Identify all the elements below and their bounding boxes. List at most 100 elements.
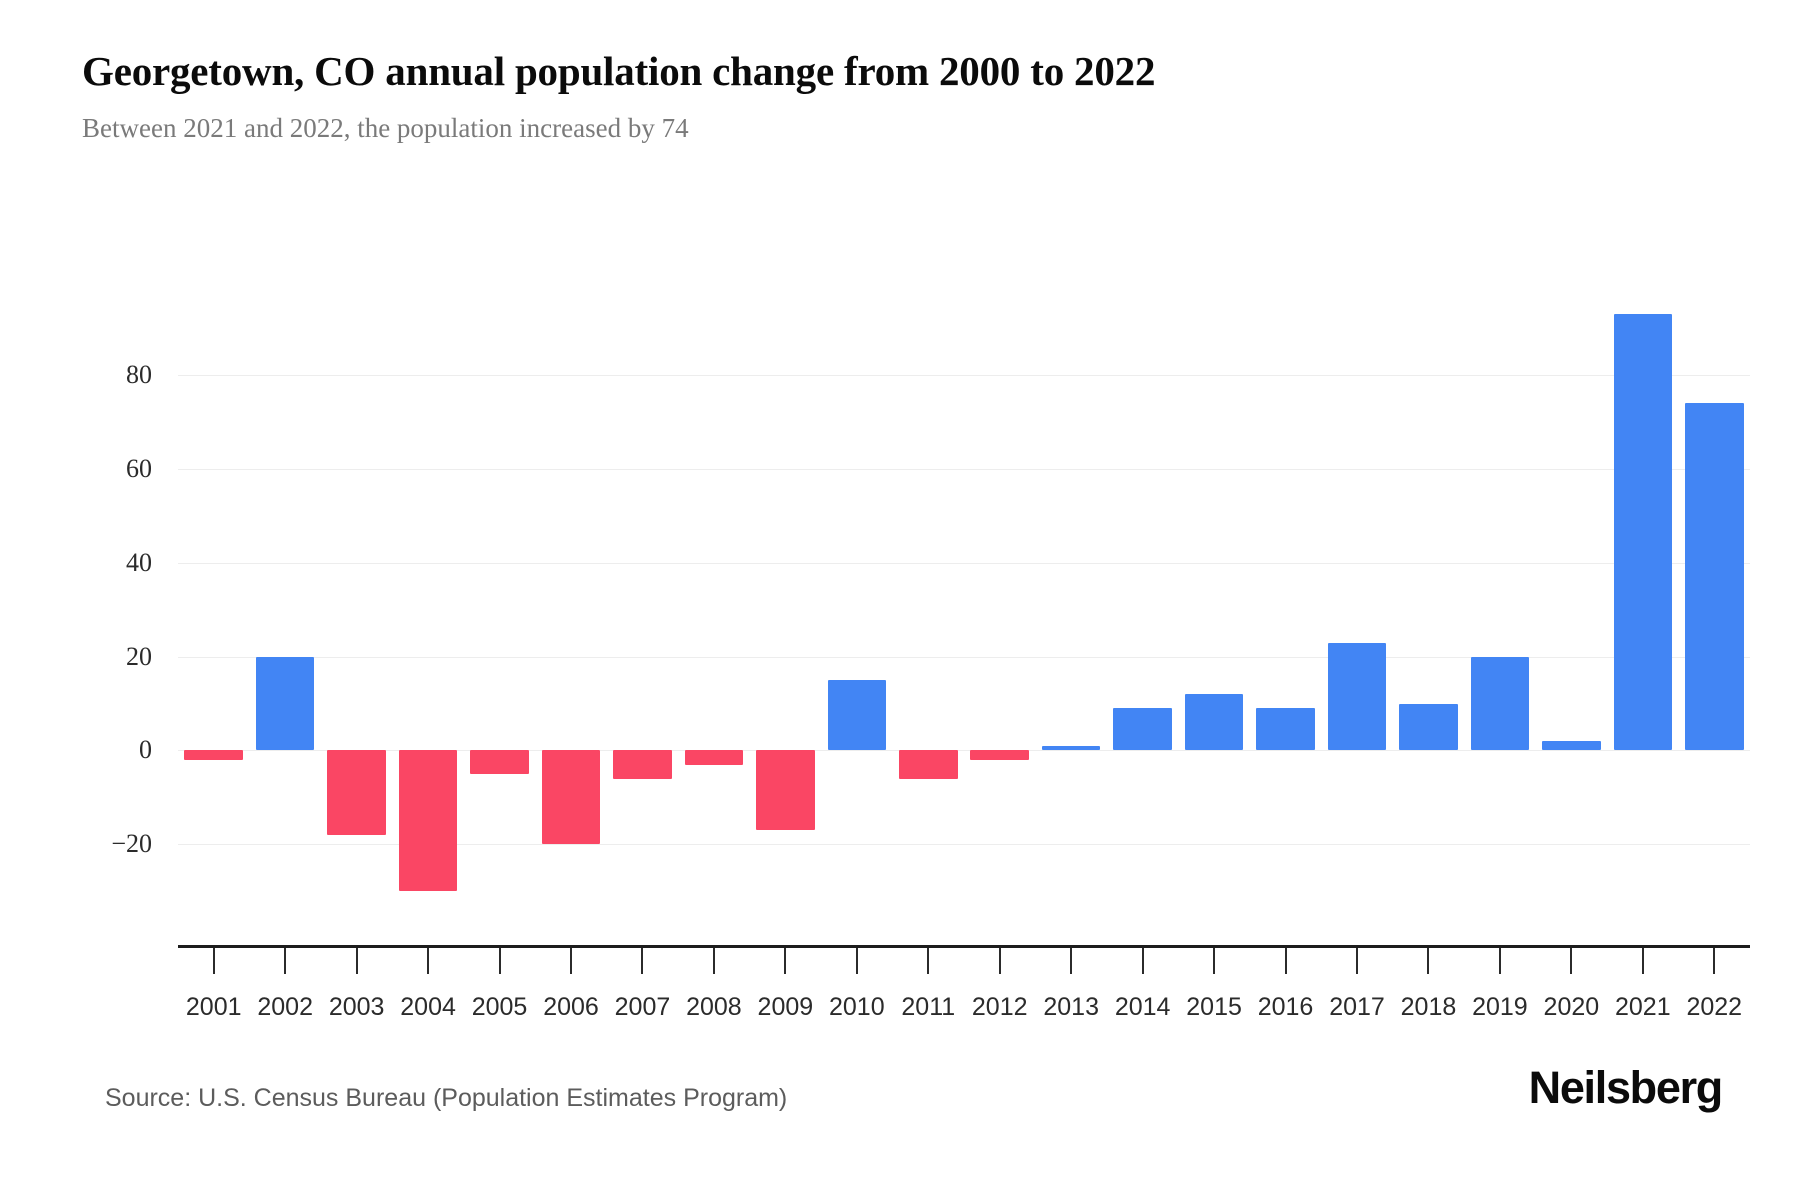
bar-group[interactable] — [1321, 300, 1392, 910]
x-axis-tick — [998, 948, 1001, 974]
bar-group[interactable] — [750, 300, 821, 910]
x-axis-tick-label: 2003 — [328, 993, 385, 1021]
gridline — [178, 844, 1750, 846]
bar[interactable] — [1256, 708, 1315, 751]
bar-group[interactable] — [821, 300, 892, 910]
x-axis-tick-label: 2004 — [400, 993, 456, 1021]
bar[interactable] — [1184, 694, 1244, 751]
gridline — [178, 656, 1750, 658]
x-axis-tick — [927, 948, 930, 974]
bar-group[interactable] — [893, 300, 964, 910]
x-axis-tick — [355, 948, 358, 974]
bar-group[interactable] — [1536, 300, 1607, 910]
bar[interactable] — [1470, 656, 1530, 751]
bar[interactable] — [684, 750, 744, 765]
bar-group[interactable] — [607, 300, 678, 910]
x-axis-line — [178, 945, 1750, 948]
x-axis-tick-label: 2014 — [1114, 993, 1171, 1021]
x-axis-tick — [1498, 948, 1501, 974]
bar[interactable] — [613, 750, 672, 779]
y-axis-tick-label: 0 — [139, 735, 152, 765]
bar-group[interactable] — [464, 300, 535, 910]
x-axis-tick — [784, 948, 787, 974]
page-title: Georgetown, CO annual population change … — [82, 48, 1156, 94]
bar-group[interactable] — [249, 300, 320, 910]
y-axis-tick-label: 60 — [126, 453, 152, 483]
bar[interactable] — [756, 750, 815, 831]
x-axis-tick-label: 2005 — [471, 993, 528, 1021]
bar-group[interactable] — [1107, 300, 1178, 910]
bar-group[interactable] — [1250, 300, 1321, 910]
x-axis-tick-label: 2010 — [829, 993, 885, 1021]
x-axis-tick-label: 2021 — [1615, 993, 1671, 1021]
brand-logo: Neilsberg — [1528, 1062, 1724, 1113]
x-axis-tick — [1427, 948, 1430, 974]
x-axis-tick-label: 2006 — [543, 993, 599, 1021]
bar[interactable] — [1542, 741, 1601, 751]
gridline — [178, 562, 1750, 564]
bar-group[interactable] — [392, 300, 463, 910]
bar-group[interactable] — [1464, 300, 1535, 910]
bar-group[interactable] — [1393, 300, 1464, 910]
source-note: Source: U.S. Census Bureau (Population E… — [105, 1084, 788, 1112]
x-axis-tick-label: 2012 — [971, 993, 1028, 1021]
x-axis-tick-label: 2011 — [901, 993, 956, 1021]
gridline — [178, 468, 1750, 470]
gridline — [178, 750, 1750, 752]
bar[interactable] — [970, 750, 1029, 760]
y-axis-tick-label: 20 — [126, 641, 152, 671]
y-axis-tick-label: 40 — [126, 547, 152, 577]
x-axis-tick-label: 2002 — [257, 993, 313, 1021]
x-axis-tick-label: 2017 — [1329, 993, 1385, 1021]
bar[interactable] — [898, 750, 958, 779]
x-axis-tick — [1713, 948, 1716, 974]
x-axis-tick-label: 2009 — [757, 993, 814, 1021]
bar[interactable] — [470, 750, 529, 774]
x-axis-tick-label: 2007 — [614, 993, 671, 1021]
bar-group[interactable] — [535, 300, 606, 910]
x-axis-tick-label: 2015 — [1186, 993, 1242, 1021]
x-axis-tick — [1284, 948, 1287, 974]
bar-series — [178, 300, 1750, 910]
x-axis-tick-label: 2018 — [1400, 993, 1457, 1021]
x-axis-tick — [1356, 948, 1358, 974]
x-axis-tick — [427, 948, 430, 974]
bar[interactable] — [541, 750, 601, 845]
bar[interactable] — [1399, 703, 1458, 751]
x-axis-tick — [1213, 948, 1216, 974]
bar[interactable] — [1041, 745, 1101, 751]
bar-group[interactable] — [1679, 300, 1750, 910]
x-axis-tick — [712, 948, 715, 974]
chart-subtitle: Between 2021 and 2022, the population in… — [82, 113, 689, 144]
x-axis-tick — [212, 948, 215, 974]
bar-group[interactable] — [1035, 300, 1106, 910]
plot-canvas: −20 0 20 40 60 80 — [111, 300, 1750, 910]
bar[interactable] — [398, 750, 458, 892]
bar-group[interactable] — [1178, 300, 1249, 910]
bar-group[interactable] — [321, 300, 392, 910]
x-axis-tick — [641, 948, 644, 974]
bar[interactable] — [184, 750, 243, 760]
bar[interactable] — [1684, 403, 1744, 751]
x-axis-tick-label: 2020 — [1543, 993, 1600, 1021]
bar[interactable] — [1613, 314, 1673, 751]
bar[interactable] — [827, 680, 887, 751]
x-axis-tick — [1570, 948, 1573, 974]
bar-group[interactable] — [1607, 300, 1678, 910]
y-axis-tick-label: −20 — [111, 829, 152, 859]
x-axis-tick — [1641, 948, 1644, 974]
bar[interactable] — [327, 750, 386, 835]
x-axis-tick-label: 2016 — [1257, 993, 1314, 1021]
bar[interactable] — [255, 656, 315, 751]
bar-group[interactable] — [178, 300, 249, 910]
x-axis-tick — [1070, 948, 1073, 974]
bar-group[interactable] — [678, 300, 749, 910]
x-axis-tick-label: 2019 — [1472, 993, 1528, 1021]
chart-header: Georgetown, CO annual population change … — [82, 48, 1722, 144]
x-axis-tick-label: 2008 — [686, 993, 742, 1021]
bar[interactable] — [1113, 708, 1172, 751]
bar-group[interactable] — [964, 300, 1035, 910]
bar[interactable] — [1327, 642, 1387, 751]
